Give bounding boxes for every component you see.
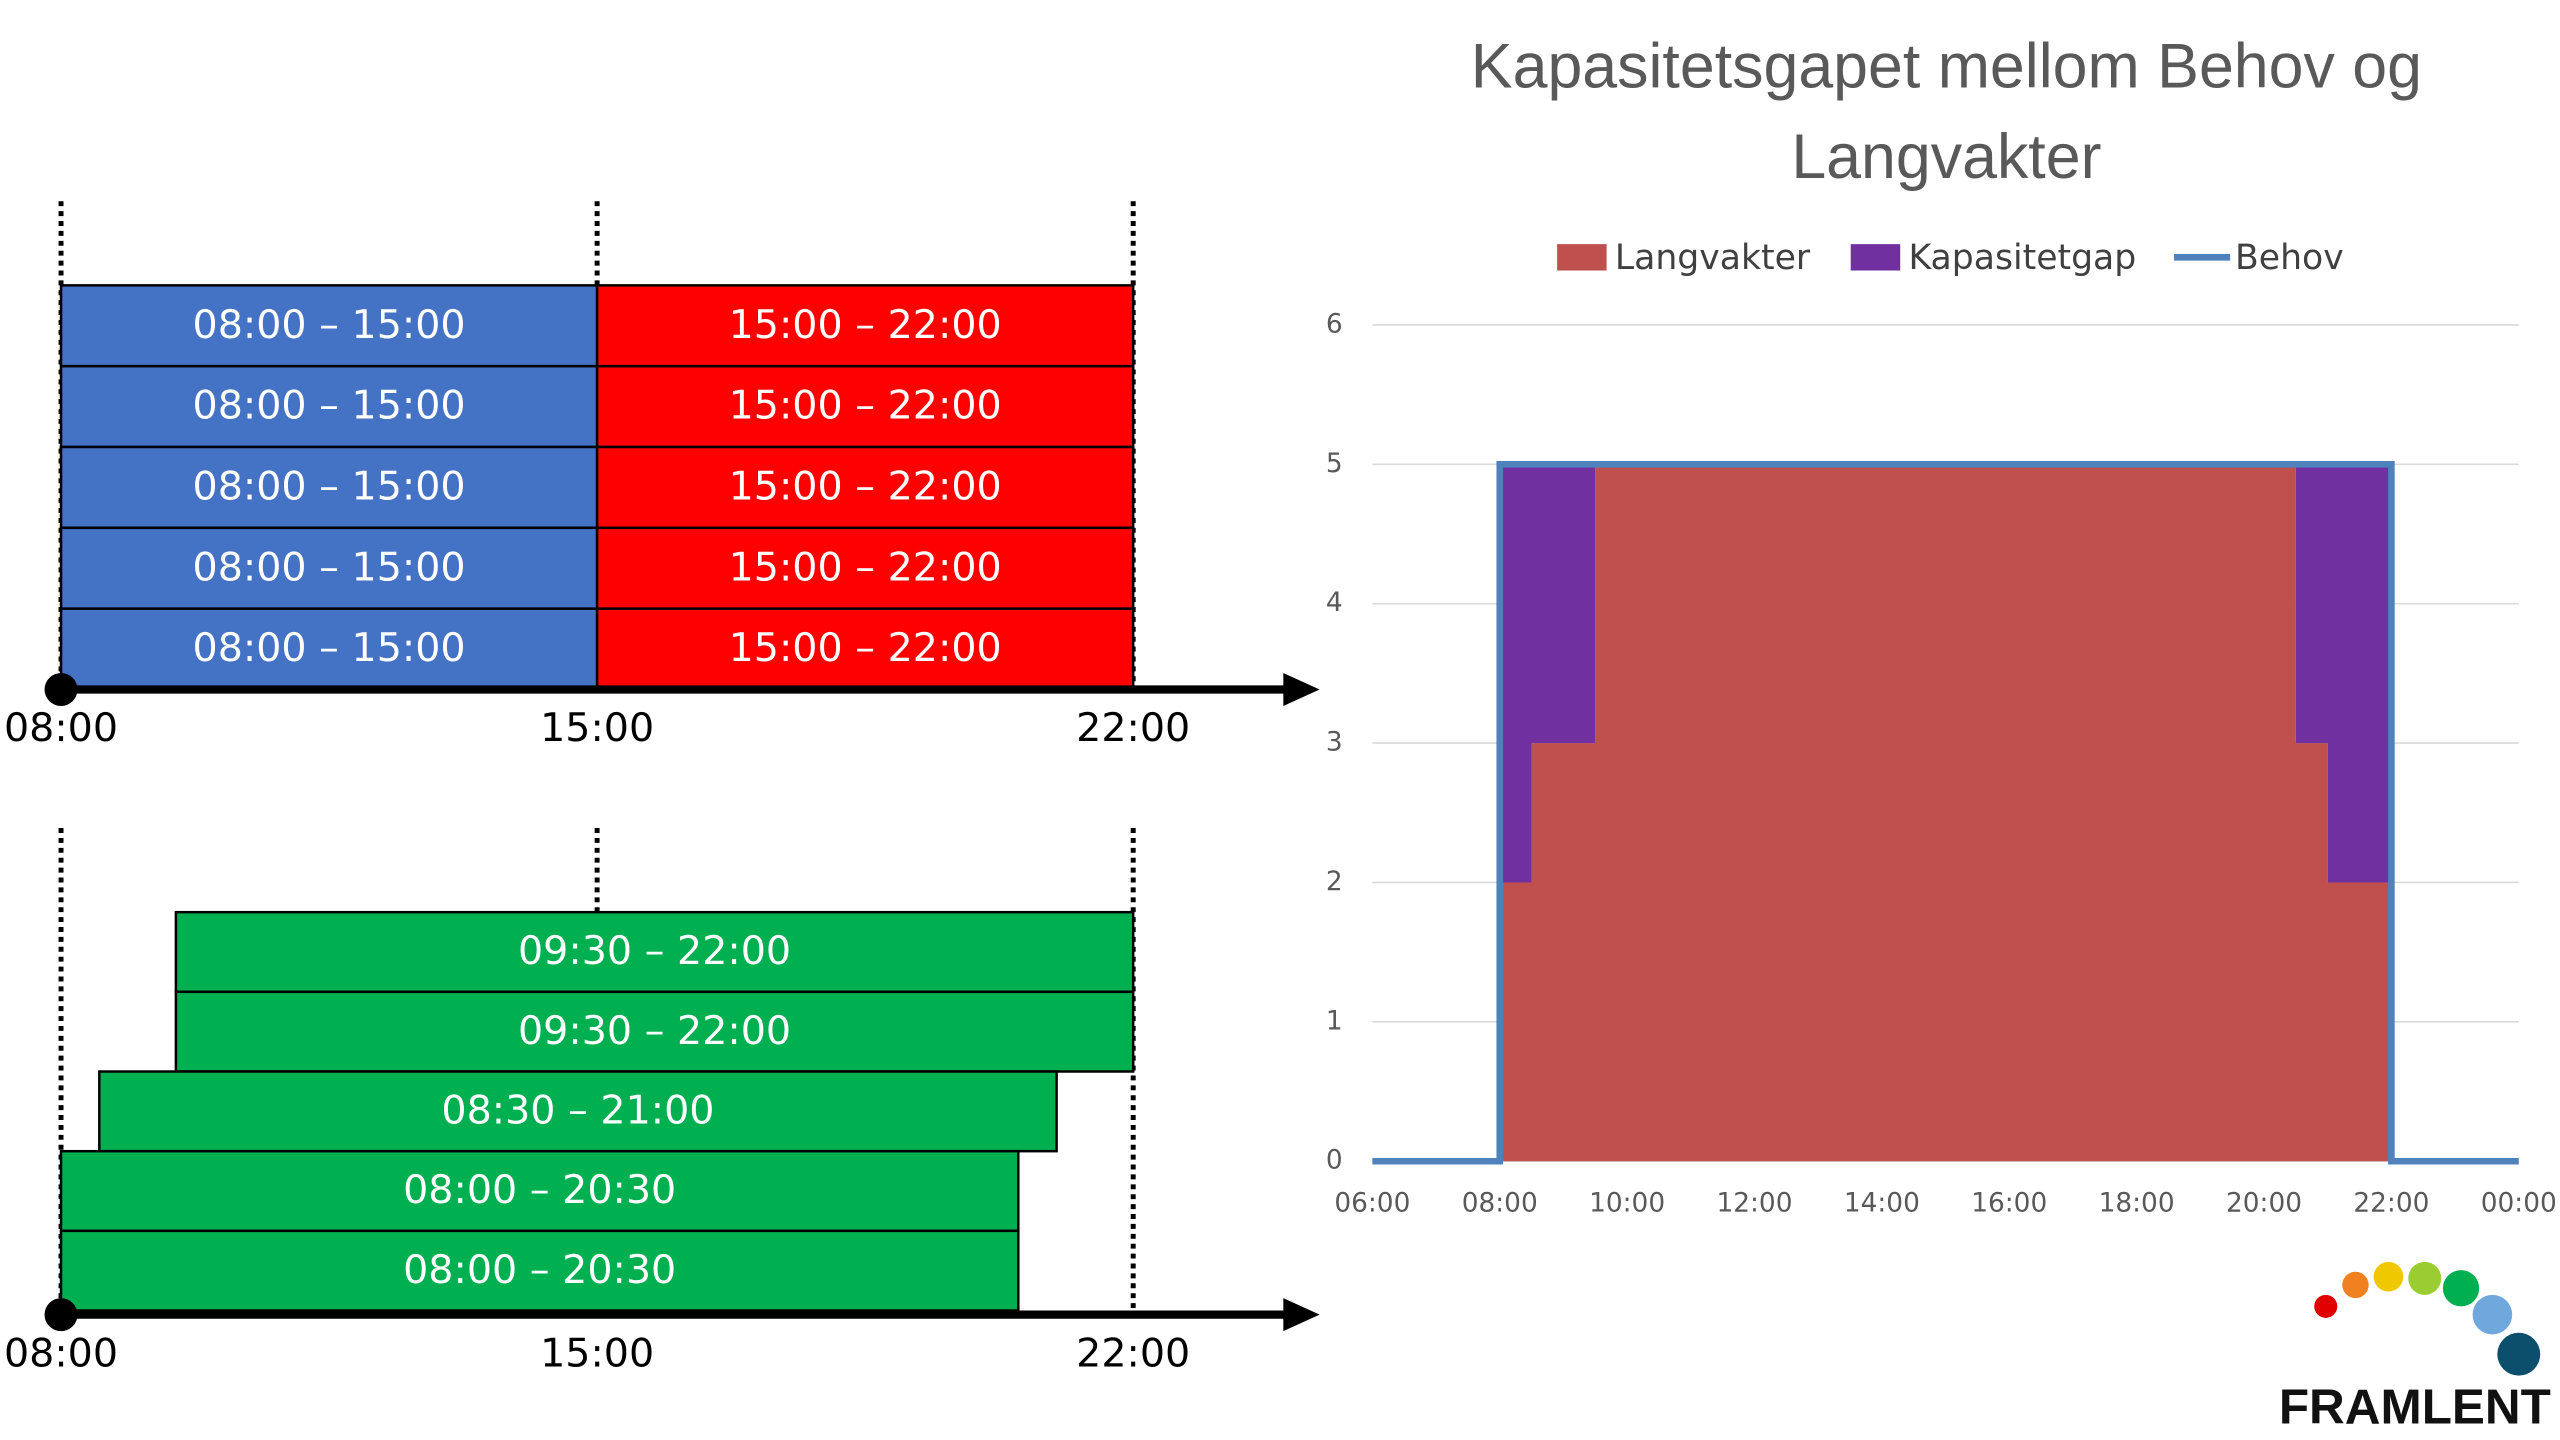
shift-label: 15:00 – 22:00	[729, 302, 1002, 348]
axis-label: 15:00	[540, 1330, 654, 1376]
shift-label: 15:00 – 22:00	[729, 625, 1002, 671]
logo-dot	[2342, 1271, 2369, 1299]
y-tick-label: 4	[1326, 588, 1343, 618]
shift-block	[595, 364, 1135, 449]
shift-block	[174, 990, 1135, 1073]
logo-dot	[2373, 1261, 2404, 1292]
shift-label: 08:00 – 15:00	[193, 302, 466, 348]
legend-swatch	[1557, 244, 1607, 271]
title-box: Kapasitetsgapet mellom Behov og Langvakt…	[1470, 32, 2423, 193]
shift-label: 15:00 – 22:00	[729, 464, 1002, 510]
shift-block	[59, 445, 599, 530]
y-tick-label: 3	[1326, 728, 1343, 758]
shift-label: 15:00 – 22:00	[729, 383, 1002, 429]
shift-label: 08:00 – 15:00	[193, 625, 466, 671]
shift-block	[59, 364, 599, 449]
y-tick-label: 1	[1326, 1006, 1343, 1036]
shift-label: 09:30 – 22:00	[518, 928, 791, 974]
logo-dot	[2497, 1332, 2541, 1376]
x-tick-label: 06:00	[1334, 1189, 1410, 1219]
x-tick-label: 18:00	[2099, 1189, 2175, 1219]
area	[1372, 464, 2519, 1162]
shift-label: 08:00 – 15:00	[193, 464, 466, 510]
shift-block	[59, 284, 599, 368]
shift-label: 09:30 – 22:00	[518, 1008, 791, 1054]
axis-origin	[44, 1298, 78, 1332]
x-tick-label: 00:00	[2481, 1189, 2557, 1219]
shift-block	[59, 1149, 1020, 1233]
shift-label: 08:00 – 20:30	[403, 1247, 676, 1293]
axis-label: 22:00	[1076, 1330, 1190, 1376]
logo: FRAMLENT	[2279, 1261, 2551, 1434]
x-tick-label: 10:00	[1589, 1189, 1665, 1219]
shift-label: 08:00 – 20:30	[403, 1167, 676, 1213]
shift-label: 08:00 – 15:00	[193, 544, 466, 590]
logo-dot	[2442, 1270, 2480, 1307]
shift-label: 08:30 – 21:00	[441, 1087, 714, 1133]
y-tick-label: 5	[1326, 449, 1343, 479]
line	[1372, 461, 2519, 1165]
chart-title: Kapasitetsgapet mellom Behov og Langvakt…	[1470, 32, 2423, 193]
y-tick-label: 2	[1326, 867, 1343, 897]
logo-dot	[2472, 1294, 2513, 1335]
axis-label: 08:00	[4, 1330, 118, 1376]
logo-text: FRAMLENT	[2279, 1379, 2551, 1434]
axis-label: 22:00	[1076, 705, 1190, 751]
legend-label: Kapasitetgap	[1908, 238, 2136, 278]
shift-label: 08:00 – 15:00	[193, 383, 466, 429]
shift-block	[595, 284, 1135, 368]
axis-origin	[44, 672, 78, 706]
x-tick-label: 20:00	[2226, 1189, 2302, 1219]
shift-label: 15:00 – 22:00	[729, 544, 1002, 590]
logo-dot	[2408, 1261, 2442, 1295]
axis-label: 08:00	[4, 705, 118, 751]
axis-arrow	[1283, 672, 1320, 706]
x-tick-label: 16:00	[1971, 1189, 2047, 1219]
x-tick-label: 12:00	[1716, 1189, 1792, 1219]
x-tick-label: 14:00	[1844, 1189, 1920, 1219]
axis-label: 15:00	[540, 705, 654, 751]
x-tick-label: 22:00	[2353, 1189, 2429, 1219]
y-tick-label: 0	[1326, 1146, 1343, 1176]
axis-arrow	[1283, 1298, 1320, 1332]
shift-block	[59, 1229, 1020, 1312]
legend-swatch	[1850, 244, 1901, 271]
shift-block	[59, 526, 599, 610]
y-tick-label: 6	[1326, 309, 1343, 339]
logo-dot	[2314, 1294, 2338, 1318]
shift-block	[174, 910, 1135, 994]
legend-label: Langvakter	[1615, 238, 1811, 278]
legend-label: Behov	[2235, 238, 2344, 278]
x-tick-label: 08:00	[1462, 1189, 1538, 1219]
